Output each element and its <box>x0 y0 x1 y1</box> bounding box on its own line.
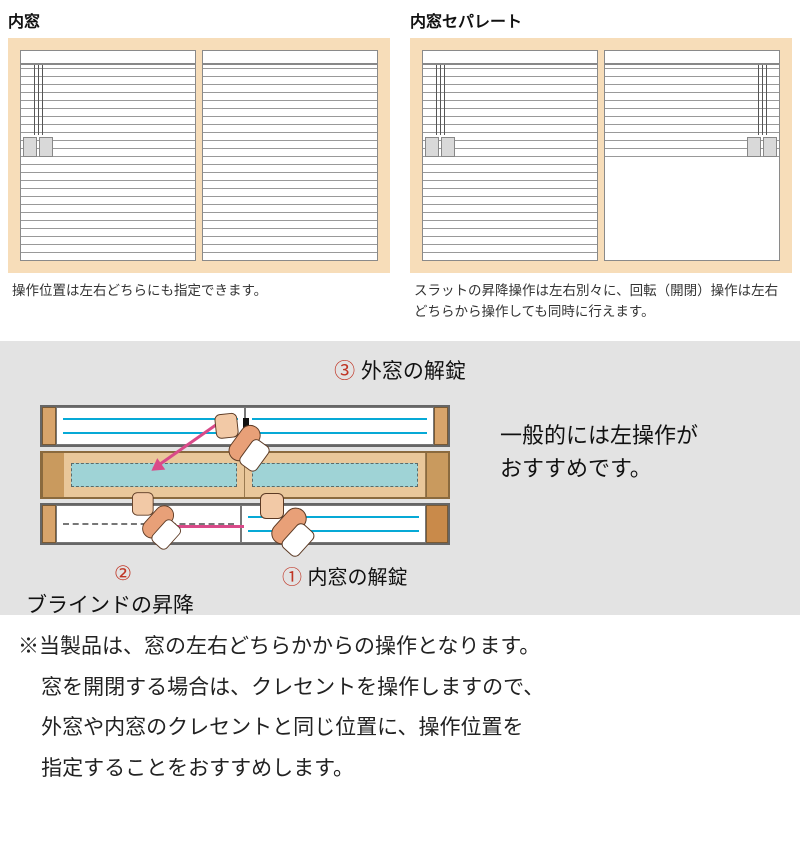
blind-end-icon <box>42 453 64 497</box>
circled-1: ① <box>282 567 302 589</box>
recommend-line-2: おすすめです。 <box>500 456 652 481</box>
label-text: 内窓の解錠 <box>302 567 408 589</box>
blind-left-half-b <box>202 50 378 261</box>
note-line-3: 外窓や内窓のクレセントと同じ位置に、操作位置を <box>41 710 782 747</box>
open-area <box>605 167 779 260</box>
slat-area <box>203 65 377 260</box>
outer-sash-right <box>245 407 434 445</box>
panel-right-title: 内窓セパレート <box>410 8 792 32</box>
notes-block: ※当製品は、窓の左右どちらかからの操作となります。 窓を開閉する場合は、クレセン… <box>0 615 800 810</box>
headrail <box>605 51 779 65</box>
hand-icon <box>214 411 258 475</box>
diagram-section: ③ 外窓の解錠 <box>0 341 800 615</box>
heading-text: 外窓の解錠 <box>355 360 466 383</box>
cord-left-icon <box>27 65 49 157</box>
panel-left: 内窓 操作位置は左右どちらにも指定できます。 <box>8 8 390 323</box>
label-inner-unlock: ① 内窓の解錠 <box>282 561 408 590</box>
blind-frame-left <box>8 38 390 273</box>
panel-left-title: 内窓 <box>8 8 390 32</box>
panel-right-caption: スラットの昇降操作は左右別々に、回転（開閉）操作は左右どちらから操作しても同時に… <box>410 281 792 323</box>
note-line-4: 指定することをおすすめします。 <box>41 751 782 788</box>
circled-2: ② <box>114 563 132 585</box>
hand-icon <box>260 493 300 557</box>
circled-3: ③ <box>334 360 355 383</box>
panel-right: 内窓セパレート スラットの昇降操作は左右別々に、回転（開閉）操作は <box>410 8 792 323</box>
cord-left-icon <box>429 65 451 157</box>
cord-right-icon <box>751 65 773 157</box>
frame-cap-icon <box>42 505 56 543</box>
blind-left-half-a <box>20 50 196 261</box>
frame-cap-icon <box>426 505 448 543</box>
blind-end-icon <box>426 453 448 497</box>
hand-icon <box>132 492 168 550</box>
panel-row: 内窓 操作位置は左右どちらにも指定できます。 内窓セパレート <box>0 0 800 323</box>
label-blind-num: ② <box>114 561 132 586</box>
note-line-2: 窓を開閉する場合は、クレセントを操作しますので、 <box>41 670 782 707</box>
blind-frame-right <box>410 38 792 273</box>
frame-cap-icon <box>434 407 448 445</box>
frame-cap-icon <box>42 407 56 445</box>
cross-section-diagram: ① 内窓の解錠 ② ブラインドの昇降 <box>10 393 480 603</box>
label-blind-text: ブラインドの昇降 <box>26 589 194 619</box>
blind-right-half-a <box>422 50 598 261</box>
recommend-text: 一般的には左操作が おすすめです。 <box>500 393 698 485</box>
headrail <box>423 51 597 65</box>
recommend-line-1: 一般的には左操作が <box>500 423 698 448</box>
inner-window-row <box>40 503 450 545</box>
blind-right-half-b <box>604 50 780 261</box>
headrail <box>21 51 195 65</box>
panel-left-caption: 操作位置は左右どちらにも指定できます。 <box>8 281 390 302</box>
diagram-heading: ③ 外窓の解錠 <box>10 355 790 385</box>
note-line-1: ※当製品は、窓の左右どちらかからの操作となります。 <box>18 629 782 666</box>
blind-seg <box>245 453 426 497</box>
headrail <box>203 51 377 65</box>
